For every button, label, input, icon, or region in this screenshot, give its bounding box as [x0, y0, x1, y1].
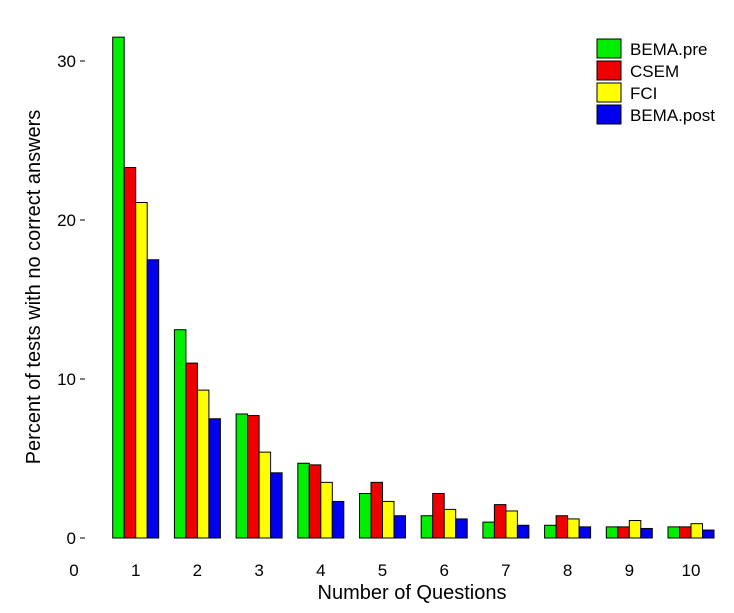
- legend: BEMA.pre CSEM FCI BEMA.post: [596, 38, 715, 125]
- legend-label: FCI: [630, 84, 657, 103]
- bar-csem-q10: [679, 526, 692, 539]
- bar-bema-post-q7: [516, 524, 530, 539]
- x-tick-label: 1: [131, 561, 140, 580]
- x-tick-label: 10: [682, 561, 701, 580]
- legend-swatch: [596, 38, 622, 59]
- bar-fci-q3: [258, 451, 272, 539]
- bar-bema-post-q3: [270, 472, 283, 539]
- bar-bema-post-q4: [331, 500, 345, 539]
- x-axis-title: Number of Questions: [318, 582, 507, 604]
- y-axis: 0 10 20 30: [57, 52, 85, 548]
- legend-swatch: [596, 104, 622, 125]
- bar-bema-pre-q5: [359, 492, 372, 539]
- bar-csem-q9: [617, 526, 630, 539]
- x-tick-label: 5: [378, 561, 387, 580]
- bar-fci-q7: [505, 510, 518, 539]
- bar-bema-pre-q9: [605, 526, 619, 539]
- bar-fci-q8: [567, 518, 580, 539]
- y-tick-label: 20: [57, 211, 76, 230]
- bar-csem-q4: [308, 464, 322, 539]
- x-tick-label: 6: [439, 561, 448, 580]
- bars-group: [112, 36, 715, 539]
- bar-bema-pre-q10: [667, 526, 680, 539]
- x-tick-label: 8: [563, 561, 572, 580]
- x-tick-label: 0: [69, 561, 78, 580]
- bar-bema-post-q5: [393, 515, 406, 539]
- y-tick-label: 10: [57, 370, 76, 389]
- bar-fci-q5: [382, 500, 395, 539]
- bar-csem-q7: [493, 504, 507, 539]
- x-tick-label: 3: [254, 561, 263, 580]
- bar-bema-pre-q6: [420, 515, 434, 539]
- bar-bema-post-q2: [208, 418, 221, 539]
- bar-fci-q9: [628, 520, 642, 539]
- bar-bema-post-q1: [146, 259, 160, 539]
- y-tick-label: 0: [67, 529, 76, 548]
- bar-csem-q8: [555, 515, 569, 539]
- bar-csem-q6: [432, 492, 445, 539]
- x-tick-label: 2: [193, 561, 202, 580]
- bar-bema-pre-q4: [297, 462, 310, 539]
- bar-csem-q2: [185, 362, 198, 539]
- bar-bema-post-q9: [640, 527, 653, 539]
- legend-label: BEMA.pre: [630, 40, 707, 59]
- bar-bema-post-q6: [455, 518, 468, 539]
- bar-fci-q10: [690, 523, 703, 539]
- bar-csem-q5: [370, 481, 383, 539]
- bar-bema-pre-q8: [544, 524, 557, 539]
- bar-bema-pre-q1: [112, 36, 125, 539]
- bar-fci-q6: [443, 508, 457, 539]
- y-tick-label: 30: [57, 52, 76, 71]
- x-tick-label: 4: [316, 561, 325, 580]
- x-axis: 0 1 2 3 4 5 6 7 8 9 10: [69, 561, 700, 580]
- bar-bema-pre-q3: [235, 413, 249, 539]
- bar-bema-post-q10: [702, 529, 715, 539]
- bar-bema-pre-q7: [482, 521, 495, 539]
- bar-bema-post-q8: [578, 526, 592, 539]
- bar-fci-q2: [196, 389, 210, 539]
- bar-csem-q3: [247, 415, 260, 539]
- bar-fci-q1: [135, 202, 148, 539]
- bar-bema-pre-q2: [173, 329, 187, 539]
- legend-label: BEMA.post: [630, 106, 715, 125]
- y-axis-title: Percent of tests with no correct answers: [23, 110, 45, 465]
- bar-csem-q1: [123, 167, 137, 539]
- x-tick-label: 9: [625, 561, 634, 580]
- x-tick-label: 7: [501, 561, 510, 580]
- legend-swatch: [596, 82, 622, 103]
- bar-fci-q4: [320, 481, 333, 539]
- legend-label: CSEM: [630, 62, 679, 81]
- legend-swatch: [596, 60, 622, 81]
